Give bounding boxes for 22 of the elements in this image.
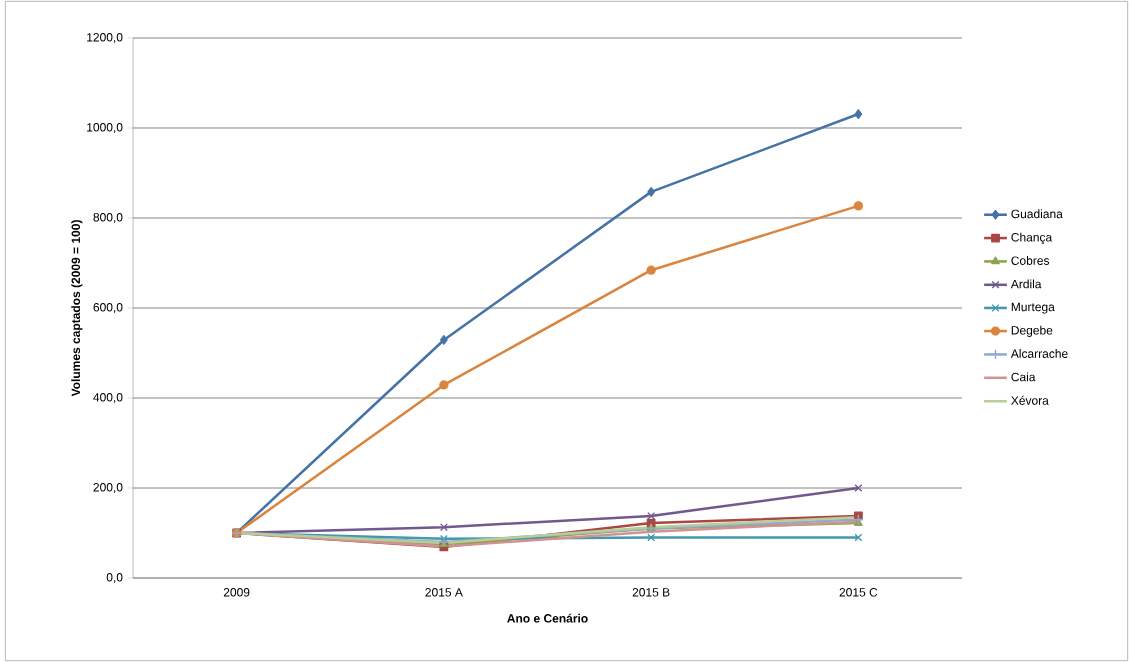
legend-label: Murtega	[1011, 302, 1055, 314]
x-axis-title: Ano e Cenário	[507, 613, 588, 623]
y-tick-label: 1200,0	[87, 33, 123, 43]
y-tick-label: 800,0	[93, 213, 123, 223]
x-tick-label: 2015 C	[839, 588, 878, 597]
y-tick-label: 600,0	[93, 303, 123, 313]
y-tick-label: 200,0	[93, 483, 123, 493]
legend-label: Cobres	[1011, 256, 1050, 265]
legend-label: Caia	[1011, 372, 1036, 382]
y-tick-label: 0,0	[106, 573, 123, 583]
y-tick-label: 1000,0	[87, 123, 123, 133]
legend-label: Ardila	[1010, 279, 1042, 289]
legend-label: Alcarrache	[1010, 349, 1068, 358]
x-tick-label: 2015 A	[425, 588, 463, 597]
x-tick-label: 2015 B	[632, 588, 670, 597]
x-tick-label: 2009	[223, 588, 250, 597]
y-axis-title: Volumes captados (2009 = 100)	[71, 220, 83, 397]
legend-label: Degebe	[1011, 325, 1053, 337]
legend-label: Guadiana	[1011, 209, 1063, 219]
legend-label: Xévora	[1011, 395, 1049, 405]
legend-label: Chança	[1011, 232, 1053, 244]
y-tick-label: 400,0	[93, 393, 123, 403]
